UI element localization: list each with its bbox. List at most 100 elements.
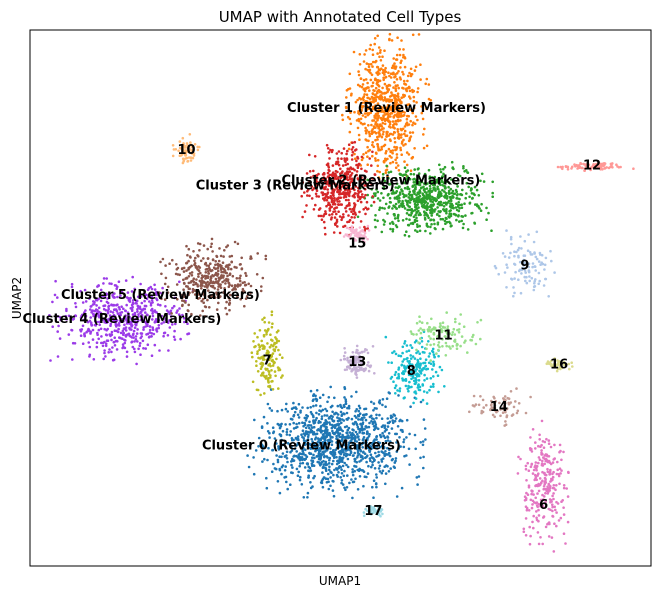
cluster-0-point bbox=[312, 404, 315, 408]
cluster-0-point bbox=[378, 433, 382, 437]
cluster-3-point bbox=[339, 203, 342, 206]
cluster-3-point bbox=[322, 220, 326, 224]
cluster-5-point bbox=[264, 257, 268, 261]
cluster-3-point bbox=[368, 157, 372, 160]
cluster-8-point bbox=[405, 350, 409, 353]
cluster-8-point bbox=[415, 372, 419, 376]
cluster-0-point bbox=[424, 438, 427, 441]
cluster-7-point bbox=[271, 352, 275, 355]
cluster-0-point bbox=[351, 468, 354, 471]
cluster-1-point bbox=[345, 96, 348, 99]
cluster-6-point bbox=[559, 516, 563, 520]
cluster-6-point bbox=[560, 469, 563, 472]
cluster-0-point bbox=[318, 449, 322, 453]
cluster-7-point bbox=[271, 344, 275, 348]
cluster-2-point bbox=[438, 214, 441, 218]
cluster-0-point bbox=[366, 446, 370, 450]
cluster-3-point bbox=[370, 164, 373, 167]
cluster-4-point bbox=[151, 328, 155, 332]
cluster-3-point bbox=[312, 208, 316, 211]
cluster-7-point bbox=[257, 343, 261, 347]
cluster-9-point bbox=[513, 254, 516, 258]
cluster-1-point bbox=[391, 120, 395, 123]
cluster-4-point bbox=[105, 333, 108, 337]
cluster-0-point bbox=[306, 491, 310, 495]
cluster-0-point bbox=[313, 446, 316, 449]
cluster-1-point bbox=[404, 83, 408, 86]
cluster-2-point bbox=[391, 228, 395, 231]
cluster-1-point bbox=[387, 125, 391, 128]
cluster-0-point bbox=[336, 446, 340, 450]
cluster-4-point bbox=[87, 341, 90, 344]
cluster-0-point bbox=[297, 421, 301, 425]
cluster-1-point bbox=[399, 136, 403, 139]
cluster-0-point bbox=[375, 476, 379, 479]
cluster-5-point bbox=[238, 277, 241, 280]
cluster-2-point bbox=[431, 200, 435, 204]
cluster-0-point bbox=[319, 404, 322, 408]
cluster-9-point bbox=[539, 253, 542, 256]
cluster-4-point bbox=[103, 349, 106, 352]
cluster-0-point bbox=[369, 442, 373, 445]
cluster-1-point bbox=[376, 65, 380, 69]
cluster-1-point bbox=[383, 70, 387, 74]
cluster-1-point bbox=[383, 82, 387, 86]
cluster-0-point bbox=[332, 419, 336, 423]
cluster-0-point bbox=[300, 456, 304, 459]
cluster-6-point bbox=[552, 484, 556, 487]
cluster-5-point bbox=[203, 262, 207, 266]
cluster-5-point bbox=[204, 305, 208, 309]
cluster-0-point bbox=[312, 394, 315, 398]
cluster-1-point bbox=[395, 146, 398, 149]
cluster-0-point bbox=[352, 454, 355, 457]
cluster-0-point bbox=[342, 404, 346, 407]
cluster-0-point bbox=[334, 425, 337, 428]
cluster-11-point bbox=[457, 331, 461, 334]
cluster-5-point bbox=[188, 255, 192, 258]
cluster-2-point bbox=[405, 217, 408, 221]
cluster-11-point bbox=[415, 333, 418, 336]
cluster-5-point bbox=[187, 303, 190, 307]
cluster-0-point bbox=[389, 467, 393, 470]
cluster-0-point bbox=[337, 459, 341, 463]
cluster-1-point bbox=[385, 106, 389, 109]
cluster-0-point bbox=[380, 417, 384, 421]
cluster-2-point bbox=[458, 203, 462, 207]
cluster-6-point bbox=[545, 489, 548, 493]
cluster-1-point bbox=[370, 130, 374, 133]
cluster-8-point bbox=[436, 374, 440, 378]
cluster-7-point bbox=[275, 337, 278, 341]
cluster-6-point bbox=[562, 513, 566, 516]
cluster-5-point bbox=[182, 278, 185, 282]
cluster-1-point bbox=[366, 86, 369, 89]
cluster-1-point bbox=[402, 53, 405, 57]
cluster-0-point bbox=[281, 452, 285, 455]
cluster-1-point bbox=[380, 135, 384, 139]
cluster-5-point bbox=[240, 267, 244, 270]
cluster-5-point bbox=[201, 284, 204, 287]
cluster-8-point bbox=[403, 342, 406, 345]
cluster-0-point bbox=[303, 421, 307, 425]
cluster-7-point bbox=[281, 356, 284, 360]
cluster-0-point bbox=[320, 424, 323, 428]
cluster-0-point bbox=[359, 448, 362, 452]
cluster-0-point bbox=[320, 415, 324, 418]
cluster-3-point bbox=[323, 198, 326, 202]
cluster-0-point bbox=[303, 466, 307, 469]
cluster-1-point bbox=[361, 105, 365, 108]
cluster-0-point bbox=[317, 453, 321, 457]
cluster-0-point bbox=[321, 429, 324, 433]
cluster-2-point bbox=[412, 190, 416, 194]
cluster-1-point bbox=[378, 170, 382, 174]
cluster-1-point bbox=[369, 43, 373, 47]
cluster-4-point bbox=[107, 351, 110, 354]
cluster-8-point bbox=[409, 357, 413, 360]
cluster-0-point bbox=[402, 445, 406, 449]
cluster-2-point bbox=[374, 225, 377, 229]
cluster-4-point bbox=[54, 279, 57, 283]
cluster-0-point bbox=[347, 406, 351, 410]
cluster-0-point bbox=[389, 416, 393, 420]
cluster-2-point bbox=[449, 199, 453, 203]
cluster-0-point bbox=[340, 456, 343, 460]
